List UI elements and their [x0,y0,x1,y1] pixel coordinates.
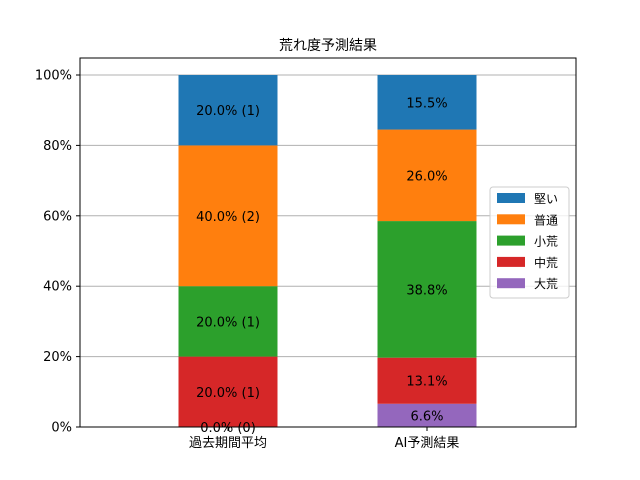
legend-swatch [497,256,525,267]
x-tick-label: 過去期間平均 [189,436,267,451]
x-tick-label: AI予測結果 [395,436,460,451]
bar-segment [178,75,278,146]
y-tick-label: 20% [43,350,72,365]
data-label: 40.0% (2) [196,210,260,225]
data-label: 38.8% [406,283,447,298]
bar-segment [377,357,477,404]
y-axis: 0% 20% 40% 60% 80% 100% [35,69,80,436]
data-label: 20.0% (1) [196,386,260,401]
y-tick-label: 60% [43,209,72,224]
y-tick-label: 100% [35,69,72,84]
legend-label: 中荒 [534,255,558,270]
segment-labels: 0.0% (0)20.0% (1)20.0% (1)40.0% (2)20.0%… [196,96,448,436]
chart-title: 荒れ度予測結果 [279,38,377,54]
data-label: 20.0% (1) [196,315,260,330]
bar-segment [377,129,477,222]
bar-segment [377,403,477,427]
y-tick-label: 0% [51,421,72,436]
legend-swatch [497,193,525,203]
legend-label: 大荒 [534,277,558,291]
plot-frame [79,57,577,428]
bar-segment [178,356,278,427]
data-label: 13.1% [406,375,447,390]
legend-label: 堅い [534,192,558,206]
legend-swatch [497,214,525,225]
data-label: 20.0% (1) [196,104,260,119]
legend-label: 普通 [534,213,558,227]
bar-segment [178,145,278,287]
bars [178,75,477,427]
bar-segment [178,286,278,357]
legend-label: 小荒 [534,235,558,249]
legend-swatch [497,278,525,289]
bar-segment [377,75,477,130]
x-axis: 過去期間平均 AI予測結果 [189,427,459,451]
data-label: 26.0% [406,169,447,184]
legend-swatch [497,235,525,246]
bar-segment [377,221,477,358]
data-label: 6.6% [410,409,443,424]
data-label: 15.5% [406,96,447,111]
y-tick-label: 40% [43,280,72,295]
y-tick-label: 80% [43,139,72,154]
